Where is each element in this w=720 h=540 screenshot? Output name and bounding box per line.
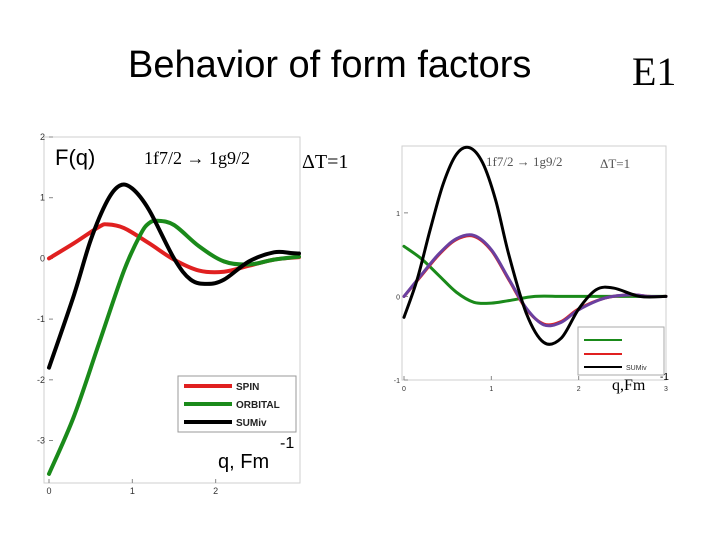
right-xlabel: q,Fm bbox=[612, 377, 646, 394]
left-transition-label: 1f7/2 → 1g9/2 bbox=[144, 148, 250, 168]
left-xlabel: q, Fm bbox=[218, 451, 269, 473]
y-tick-label: -1 bbox=[394, 378, 400, 385]
slide-title: Behavior of form factors bbox=[128, 44, 532, 86]
legend-label-orbital: ORBITAL bbox=[236, 400, 280, 411]
left-x-ticks: 0 1 2 bbox=[46, 479, 218, 496]
series-line-sumiv bbox=[47, 182, 301, 370]
x-tick-label: 3 bbox=[664, 386, 668, 393]
right-annotation: 1f7/2 → 1g9/2 ΔT=1 bbox=[486, 154, 630, 171]
x-tick-label: 1 bbox=[489, 386, 493, 393]
left-legend: SPIN ORBITAL SUMiv bbox=[177, 375, 297, 433]
left-dt-label: ΔT=1 bbox=[302, 151, 348, 173]
legend-label-sumiv: SUMiv bbox=[236, 418, 267, 429]
y-tick-label: 1 bbox=[396, 211, 400, 218]
x-tick-label: 0 bbox=[46, 486, 51, 496]
left-annotation: 1f7/2 → 1g9/2 ΔT=1 bbox=[144, 148, 348, 173]
right-dt-label: ΔT=1 bbox=[600, 156, 630, 171]
left-ylabel: F(q) bbox=[55, 145, 95, 170]
right-series-group bbox=[402, 145, 668, 346]
y-tick-label: 1 bbox=[40, 193, 45, 203]
x-tick-label: 2 bbox=[577, 386, 581, 393]
right-transition-label: 1f7/2 → 1g9/2 bbox=[486, 154, 563, 169]
series-line-orbital bbox=[47, 218, 301, 476]
series-line-sumiv bbox=[402, 145, 668, 346]
y-tick-label: 0 bbox=[396, 294, 400, 301]
y-tick-label: -1 bbox=[37, 314, 45, 324]
series-line-unnamed-2 bbox=[402, 233, 668, 328]
left-series-group bbox=[47, 182, 301, 476]
left-chart: 2 1 0 -1 -2 -3 0 1 2 F(q) 1f7/2 → 1g9/2 ΔT=1 SP… bbox=[37, 132, 348, 496]
y-tick-label: 0 bbox=[40, 253, 45, 263]
x-tick-label: 2 bbox=[213, 486, 218, 496]
slide-tag: E1 bbox=[632, 49, 677, 94]
right-x-ticks: 0 1 2 3 bbox=[402, 376, 668, 393]
x-tick-label: 1 bbox=[130, 486, 135, 496]
right-legend: SUMiv bbox=[577, 326, 665, 376]
y-tick-label: -3 bbox=[37, 436, 45, 446]
x-tick-label: 0 bbox=[402, 386, 406, 393]
y-tick-label: -2 bbox=[37, 375, 45, 385]
legend-label-spin: SPIN bbox=[236, 382, 259, 393]
right-legend-label-sumiv: SUMiv bbox=[626, 365, 647, 372]
y-tick-label: 2 bbox=[40, 132, 45, 142]
right-xlabel-exponent: -1 bbox=[660, 372, 669, 383]
left-xlabel-exponent: -1 bbox=[280, 435, 294, 452]
